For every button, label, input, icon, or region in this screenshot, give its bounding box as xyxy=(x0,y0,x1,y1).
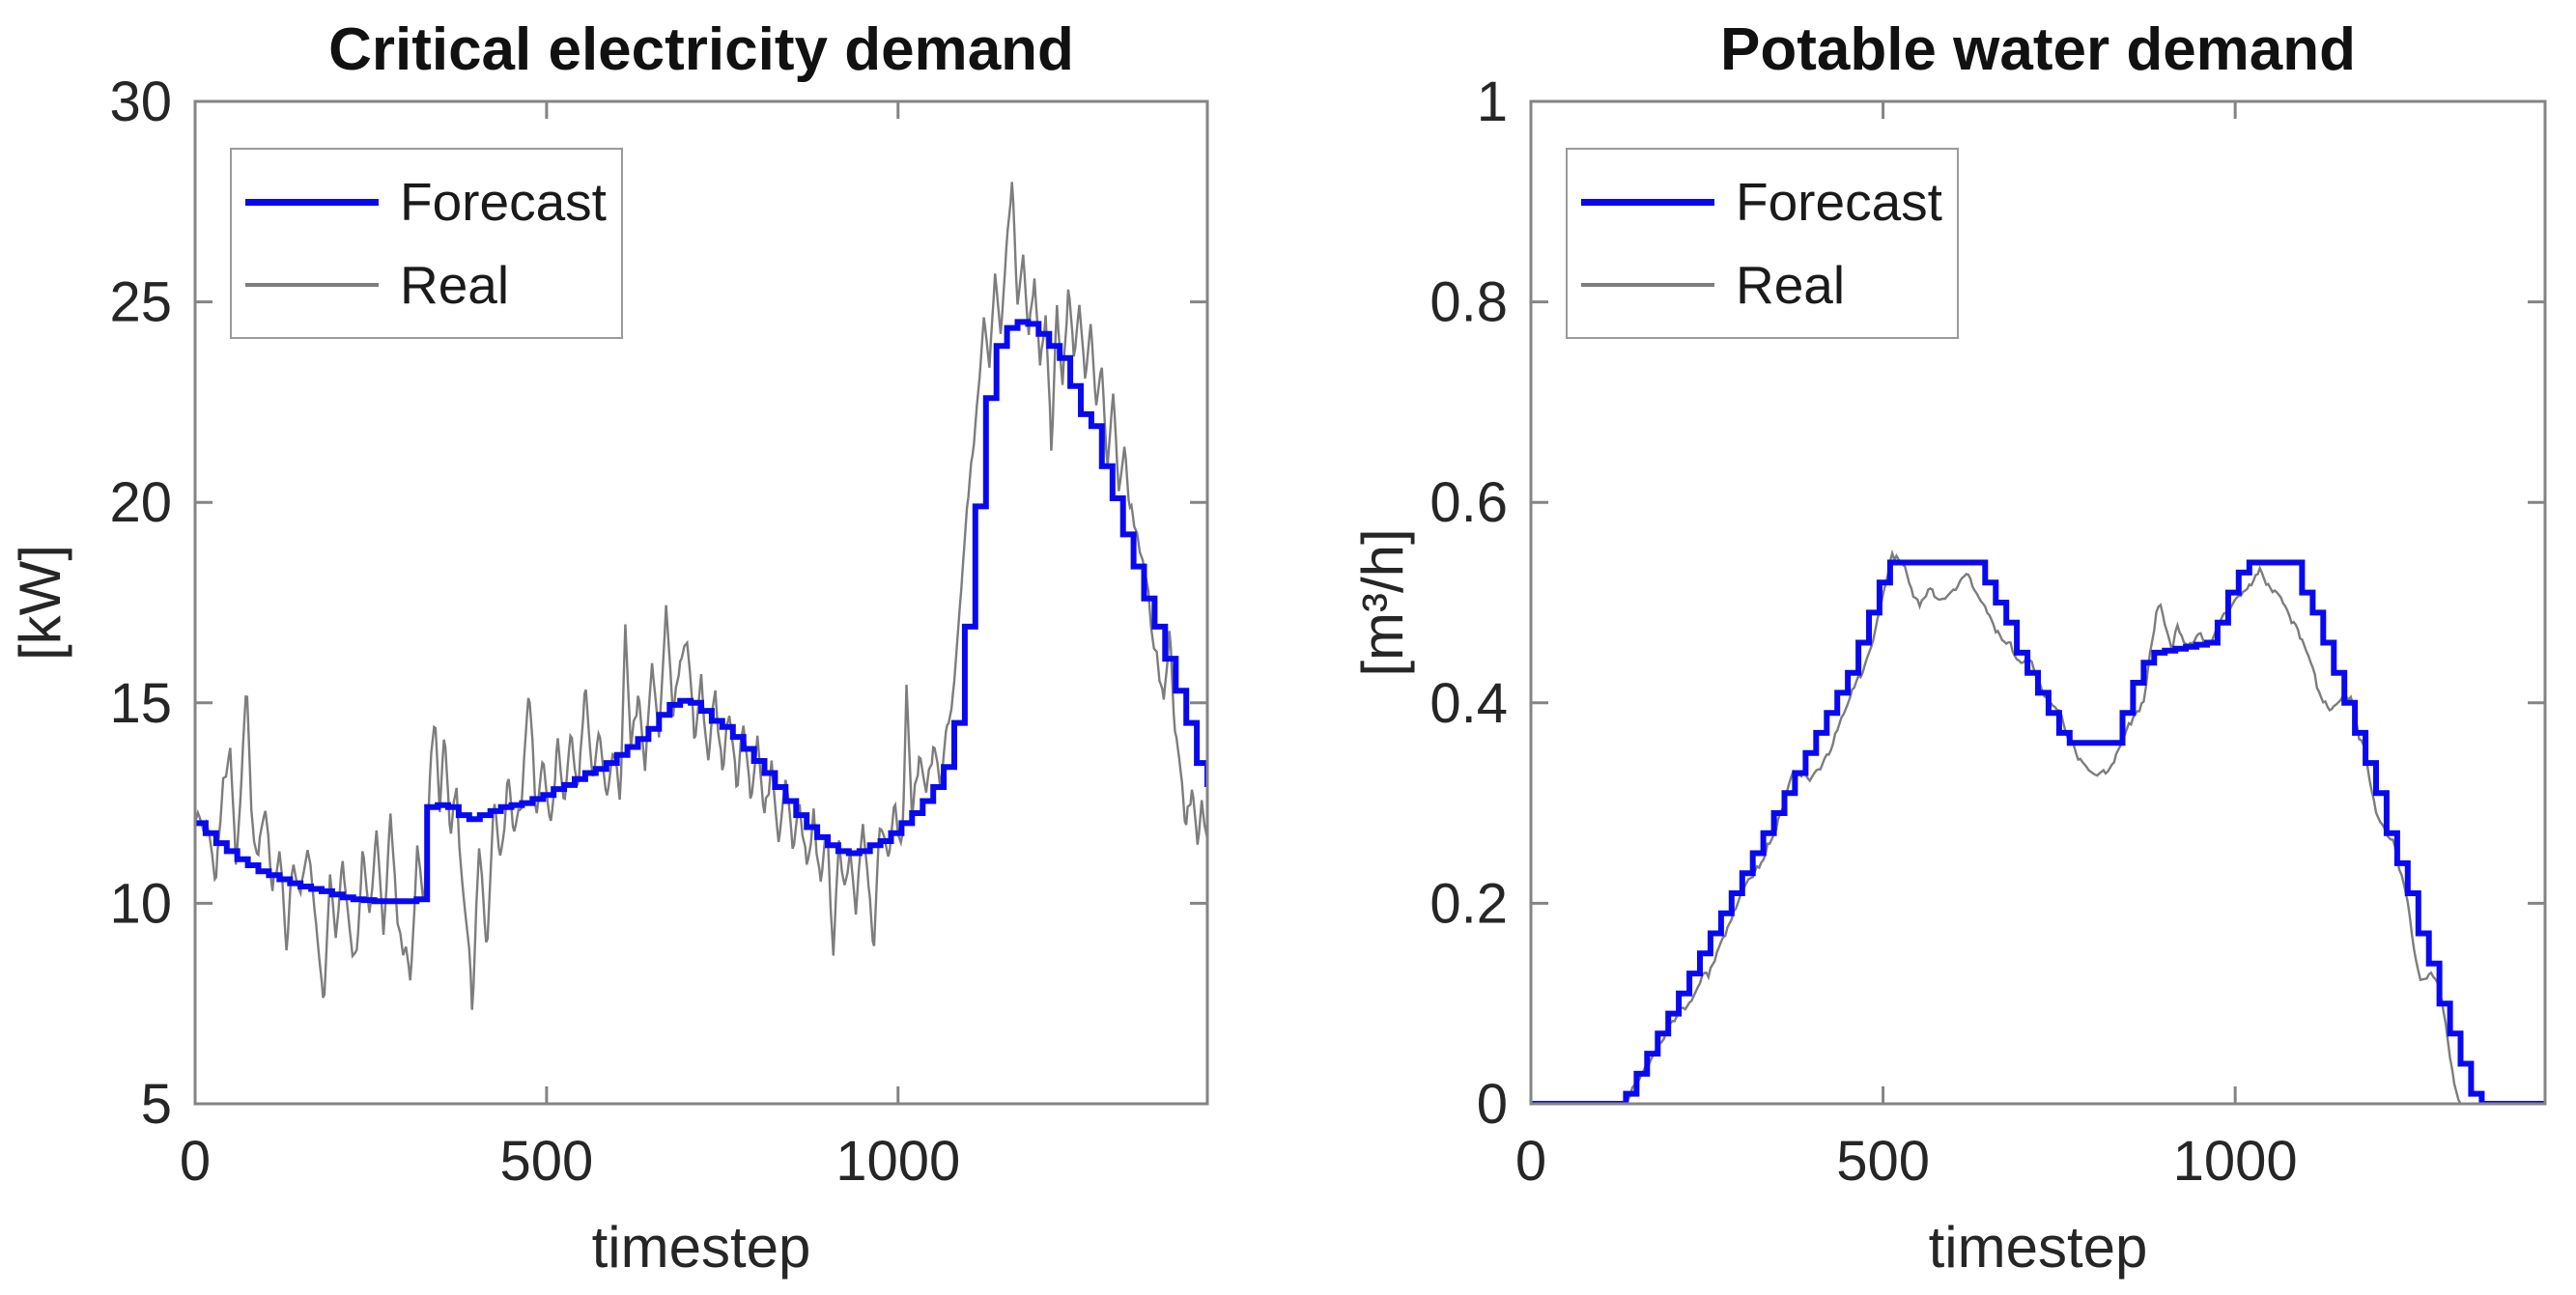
forecast-line xyxy=(1531,559,2545,1104)
y-tick-label: 1 xyxy=(1477,70,1508,133)
forecast-line xyxy=(195,319,1207,905)
right-chart-legend: Forecast Real xyxy=(1566,148,1959,339)
y-tick-label: 0.2 xyxy=(1430,872,1508,935)
axes-box xyxy=(193,99,1209,1106)
y-tick-label: 10 xyxy=(109,872,172,935)
y-tick-label: 0 xyxy=(1477,1073,1508,1136)
x-tick-label: 500 xyxy=(499,1130,593,1193)
forecast-line-sample xyxy=(245,198,379,206)
left-y-axis-label: [kW] xyxy=(8,545,72,661)
legend-label-real: Real xyxy=(1736,255,1846,315)
y-tick-label: 25 xyxy=(109,271,172,334)
right-chart-title: Potable water demand xyxy=(1720,16,2356,83)
legend-item-forecast: Forecast xyxy=(1568,171,1957,233)
y-tick-label: 0.6 xyxy=(1430,471,1508,534)
right-y-axis-label: [m³/h] xyxy=(1350,528,1415,676)
real-line-sample xyxy=(1581,283,1714,287)
real-line-sample xyxy=(245,283,379,287)
legend-item-real: Real xyxy=(232,254,621,316)
legend-label-real: Real xyxy=(400,255,510,315)
y-tick-label: 0.8 xyxy=(1430,271,1508,334)
y-tick-label: 30 xyxy=(109,70,172,133)
plot-area xyxy=(195,182,1207,1010)
axes-box xyxy=(1529,99,2547,1106)
legend-label-forecast: Forecast xyxy=(1736,172,1942,232)
x-tick-label: 0 xyxy=(180,1130,211,1193)
x-tick-label: 500 xyxy=(1836,1130,1930,1193)
left-x-axis-label: timestep xyxy=(592,1215,811,1280)
real-line xyxy=(195,182,1207,1010)
x-tick-label: 1000 xyxy=(2173,1130,2298,1193)
y-tick-label: 20 xyxy=(109,471,172,534)
plot-area xyxy=(1531,549,2545,1104)
left-chart-title: Critical electricity demand xyxy=(328,16,1074,83)
right-x-axis-label: timestep xyxy=(1929,1215,2148,1280)
y-tick-label: 5 xyxy=(141,1073,172,1136)
legend-item-forecast: Forecast xyxy=(232,171,621,233)
left-chart-legend: Forecast Real xyxy=(230,148,623,339)
y-tick-label: 0.4 xyxy=(1430,672,1508,735)
x-tick-label: 0 xyxy=(1515,1130,1546,1193)
legend-label-forecast: Forecast xyxy=(400,172,607,232)
forecast-line-sample xyxy=(1581,198,1714,206)
real-line xyxy=(1531,549,2545,1104)
y-tick-label: 15 xyxy=(109,672,172,735)
legend-item-real: Real xyxy=(1568,254,1957,316)
x-tick-label: 1000 xyxy=(835,1130,960,1193)
